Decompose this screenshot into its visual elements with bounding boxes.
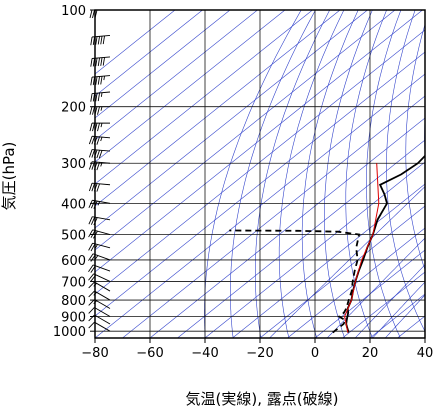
isotherm-line bbox=[95, 10, 203, 97]
wind-barb bbox=[88, 149, 111, 159]
temperature-profile-line bbox=[345, 154, 425, 333]
dry-adiabat-line bbox=[366, 10, 402, 338]
mixing-ratio-line bbox=[269, 186, 425, 338]
y-tick-label: 900 bbox=[61, 310, 86, 325]
wind-barb bbox=[88, 242, 111, 252]
isotherm-line bbox=[149, 117, 425, 338]
y-tick-label: 500 bbox=[61, 229, 86, 244]
x-axis-title: 気温(実線), 露点(破線) bbox=[186, 390, 339, 408]
profiles bbox=[229, 154, 425, 334]
isotherm-line bbox=[342, 271, 425, 338]
wind-barbs bbox=[88, 9, 111, 332]
x-tick-label: −20 bbox=[246, 346, 273, 361]
wind-barb bbox=[89, 9, 110, 19]
dry-adiabat-line bbox=[405, 23, 425, 271]
dry-adiabat-line bbox=[255, 10, 330, 338]
wind-barb bbox=[88, 299, 111, 309]
dry-adiabat-line bbox=[324, 10, 373, 338]
isotherm-line bbox=[95, 10, 231, 119]
wind-barb bbox=[88, 253, 111, 262]
y-axis-title: 気圧(hPa) bbox=[0, 142, 18, 211]
wind-barb bbox=[88, 182, 111, 192]
dry-adiabat-line bbox=[230, 10, 316, 338]
isotherm-line bbox=[95, 10, 258, 141]
dewpoint-profile-line bbox=[229, 229, 361, 334]
mixing-ratio-line bbox=[354, 264, 425, 338]
dry-adiabat-line bbox=[424, 112, 425, 162]
x-tick-label: −60 bbox=[136, 346, 163, 361]
y-tick-label: 200 bbox=[61, 101, 86, 116]
isotherm-line bbox=[424, 337, 425, 338]
isotherm-line bbox=[95, 10, 423, 273]
isotherm-line bbox=[95, 51, 425, 317]
y-tick-label: 1000 bbox=[53, 325, 86, 340]
y-tick-label: 800 bbox=[61, 294, 86, 309]
wind-barb bbox=[89, 122, 110, 132]
mixing-ratio-line bbox=[326, 237, 425, 338]
wind-barb bbox=[88, 307, 111, 317]
wind-barb bbox=[90, 34, 111, 46]
x-tick-label: 20 bbox=[362, 346, 379, 361]
wind-barb bbox=[88, 290, 111, 301]
wind-barb bbox=[90, 75, 111, 86]
isotherm-line bbox=[95, 10, 396, 251]
y-tick-label: 400 bbox=[61, 197, 86, 212]
wind-barb bbox=[89, 106, 110, 115]
isotherm-line bbox=[95, 10, 286, 163]
parcel-profile-line bbox=[344, 163, 380, 333]
isotherm-line bbox=[204, 161, 425, 338]
wind-barb bbox=[90, 56, 111, 67]
isotherm-line bbox=[95, 29, 425, 295]
isotherm-line bbox=[314, 249, 425, 338]
dry-adiabat-line bbox=[301, 10, 359, 338]
y-tick-label: 700 bbox=[61, 275, 86, 290]
dry-adiabat-line bbox=[345, 10, 387, 338]
isotherm-line bbox=[95, 10, 368, 229]
isotherm-line bbox=[95, 10, 341, 207]
y-tick-label: 300 bbox=[61, 157, 86, 172]
x-axis-ticks: −80 −60 −40 −20 0 20 40 bbox=[81, 338, 433, 361]
x-tick-label: 40 bbox=[417, 346, 434, 361]
wind-barb bbox=[88, 321, 111, 332]
x-tick-label: 0 bbox=[311, 346, 319, 361]
wind-barb bbox=[90, 91, 111, 102]
wind-barb bbox=[88, 199, 111, 209]
grid-lines bbox=[95, 10, 425, 338]
isotherm-line bbox=[122, 95, 425, 338]
dry-adiabat-line bbox=[278, 10, 345, 338]
wind-barb bbox=[88, 281, 111, 292]
mixing-ratio-line bbox=[384, 294, 425, 338]
isotherm-line bbox=[95, 73, 425, 338]
y-tick-label: 100 bbox=[61, 4, 86, 19]
isotherm-line bbox=[95, 10, 313, 185]
wind-barb bbox=[88, 216, 111, 226]
wind-barb bbox=[88, 135, 111, 145]
isotherm-line bbox=[287, 227, 425, 338]
y-tick-label: 600 bbox=[61, 254, 86, 269]
x-tick-label: −40 bbox=[191, 346, 218, 361]
x-tick-label: −80 bbox=[81, 346, 108, 361]
isotherm-line bbox=[259, 205, 425, 338]
isotherm-line bbox=[232, 183, 425, 338]
dry-adiabat-line bbox=[204, 10, 302, 338]
isotherm-line bbox=[177, 139, 425, 338]
mixing-ratio-line bbox=[372, 281, 425, 338]
dry-adiabat-line bbox=[386, 10, 425, 333]
wind-barb bbox=[88, 273, 111, 282]
isotherm-line bbox=[95, 10, 176, 75]
